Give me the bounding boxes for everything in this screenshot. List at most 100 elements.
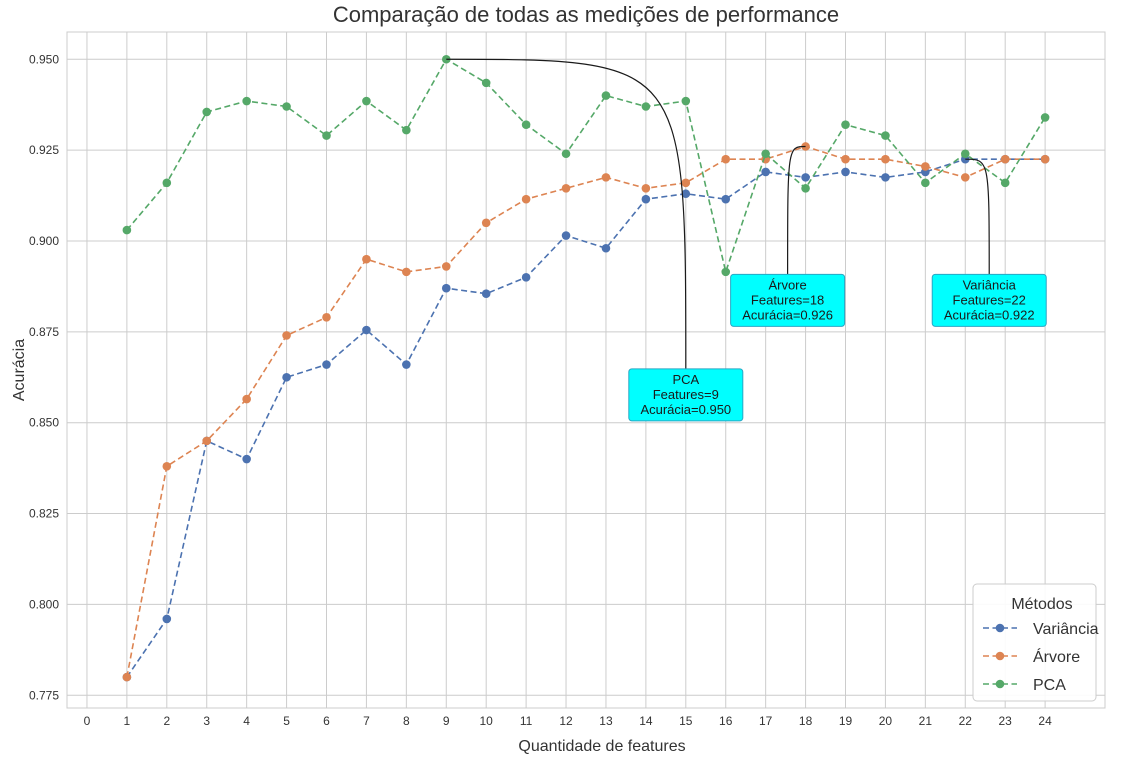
legend-label: PCA: [1033, 677, 1066, 694]
annotation-box: [628, 368, 744, 422]
y-tick-label: 0.875: [29, 325, 59, 339]
annotation-text: Features=22: [953, 292, 1026, 307]
data-point: [841, 167, 850, 177]
annotation-box: [931, 273, 1047, 327]
data-point: [1000, 154, 1010, 164]
x-axis-label: Quantidade de features: [518, 738, 685, 755]
data-point: [481, 289, 491, 298]
data-point: [202, 107, 212, 117]
data-point: [242, 96, 251, 106]
annotation-text: Árvore: [768, 277, 806, 292]
data-point: [282, 331, 291, 340]
data-point: [881, 173, 890, 182]
x-tick-label: 8: [403, 714, 410, 728]
annotation-text: Features=18: [751, 292, 824, 307]
data-point: [362, 325, 371, 335]
legend-swatch-marker: [995, 623, 1005, 633]
data-point: [960, 149, 970, 159]
data-point: [122, 225, 132, 235]
plot-area: [66, 31, 1106, 709]
x-tick-labels: 0 1 2 3 4 5 6 7 8 9 10 11 12 13 14 15 16 17 18 19 20 21 22 23 24: [84, 714, 1052, 728]
data-point: [402, 125, 411, 135]
x-tick-label: 15: [679, 714, 693, 728]
data-point: [521, 120, 531, 129]
series-line: [126, 158, 1046, 678]
y-tick-label: 0.850: [29, 416, 59, 430]
data-point: [1040, 154, 1050, 164]
data-point: [1000, 178, 1010, 188]
data-point: [322, 360, 331, 369]
data-point: [761, 149, 770, 159]
series-line: [126, 58, 1046, 275]
data-point: [122, 672, 132, 682]
data-point: [601, 173, 611, 182]
legend-label: Variância: [1033, 621, 1099, 638]
annotation-box: [730, 273, 846, 327]
annotation-text: Variância: [963, 277, 1017, 292]
data-point: [481, 78, 491, 88]
data-point: [441, 262, 451, 271]
y-tick-label: 0.950: [29, 52, 59, 66]
x-tick-label: 12: [559, 714, 573, 728]
data-point: [402, 267, 411, 277]
data-point: [362, 254, 371, 264]
x-tick-label: 11: [520, 714, 533, 728]
x-tick-label: 18: [799, 714, 813, 728]
legend-items: Variância Árvore PCA: [983, 621, 1099, 694]
data-point: [921, 178, 930, 188]
legend-item: Árvore: [983, 647, 1080, 666]
series-pca: [122, 54, 1050, 277]
data-point: [561, 231, 571, 240]
y-tick-label: 0.925: [29, 143, 59, 157]
data-point: [481, 218, 491, 228]
x-tick-label: 24: [1038, 714, 1052, 728]
data-point: [881, 131, 890, 140]
data-point: [1040, 113, 1050, 122]
data-point: [162, 178, 172, 188]
data-point: [801, 183, 810, 193]
data-point: [841, 120, 850, 129]
legend-box: [972, 583, 1097, 702]
x-tick-label: 3: [203, 714, 210, 728]
data-point: [960, 173, 970, 182]
x-tick-label: 9: [443, 714, 450, 728]
annotation-connector: [965, 158, 990, 275]
y-axis-label: Acurácia: [11, 339, 28, 401]
legend: Métodos Variância Árvore PCA: [972, 583, 1099, 702]
data-point: [282, 372, 291, 382]
data-point: [561, 183, 571, 193]
data-point: [162, 614, 172, 624]
data-point: [202, 436, 212, 446]
annotation-text: Features=9: [653, 387, 719, 402]
x-tick-label: 0: [84, 714, 91, 728]
annotation-connector: [446, 58, 687, 369]
x-tick-label: 16: [719, 714, 733, 728]
data-point: [721, 267, 731, 277]
y-tick-label: 0.900: [29, 234, 59, 248]
data-point: [322, 131, 331, 140]
data-point: [322, 313, 331, 322]
annotation-connector: [787, 145, 806, 275]
x-tick-label: 19: [839, 714, 853, 728]
series-line: [126, 145, 1046, 678]
data-point: [681, 178, 691, 188]
data-point: [282, 102, 291, 111]
data-point: [402, 360, 411, 369]
data-point: [881, 154, 890, 164]
chart-title: Comparação de todas as medições de perfo…: [333, 2, 839, 27]
x-tick-label: 23: [999, 714, 1013, 728]
x-tick-label: 13: [599, 714, 613, 728]
annotation-text: Acurácia=0.926: [742, 307, 833, 322]
legend-title: Métodos: [1011, 596, 1072, 613]
data-point: [641, 183, 651, 193]
legend-label: Árvore: [1033, 647, 1080, 666]
data-point: [801, 173, 810, 182]
x-tick-label: 14: [639, 714, 653, 728]
data-point: [601, 91, 611, 100]
y-tick-label: 0.775: [29, 688, 59, 702]
data-point: [761, 167, 770, 177]
